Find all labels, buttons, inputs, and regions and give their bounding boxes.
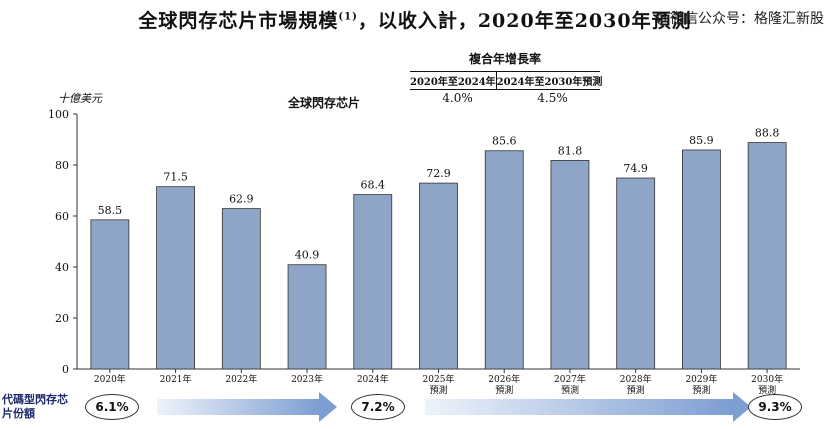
bar-value-label-9: 85.9 [689,134,714,147]
bar-2 [221,208,261,370]
x-tick-label-9-0: 2029年 [685,373,717,385]
share-arrow-2 [425,392,751,422]
bar-value-label-3: 40.9 [295,249,320,262]
chart-title-footnote: (1) [338,11,358,23]
bar-value-label-8: 74.9 [623,162,648,175]
bar-1 [156,186,195,370]
x-tick-label-10-1: 預測 [758,384,776,396]
bar-8 [616,177,656,370]
x-tick-label-5-1: 預測 [429,384,447,396]
x-tick-label-2-0: 2022年 [225,373,257,385]
bar-0 [90,219,130,370]
bar-value-label-4: 68.4 [361,179,386,192]
chart-title-rest: ，以收入計，2020年至2030年預測 [357,10,692,32]
watermark: @微信公众号：格隆汇新股 [656,11,824,27]
share-value-2024: 7.2% [351,394,405,420]
cagr-title: 複合年增長率 [468,52,541,66]
bar-3 [287,264,327,370]
x-tick-label-0-0: 2020年 [94,373,126,385]
cagr-header-row: 2020年至2024年 2024年至2030年預測 [410,71,602,90]
x-tick-label-7-0: 2027年 [554,373,586,385]
share-label: 代碼型閃存芯片份額 [2,393,68,420]
x-tick-label-8-1: 預測 [627,384,645,396]
x-tick-label-1-0: 2021年 [160,373,192,385]
bar-6 [484,150,524,370]
bar-10 [747,142,787,370]
bar-value-label-2: 62.9 [229,193,254,206]
bar-value-label-0: 58.5 [98,204,123,217]
x-tick-label-10-0: 2030年 [751,373,783,385]
cagr-table: 複合年增長率 2020年至2024年 2024年至2030年預測 4.0% 4.… [410,50,602,106]
share-value-2030: 9.3% [748,394,802,420]
y-axis-label: 十億美元 [58,92,102,105]
bar-value-label-1: 71.5 [163,171,188,184]
bar-value-label-10: 88.8 [755,127,780,140]
y-tick-label-60: 60 [55,210,69,223]
chart-title: 全球閃存芯片市場規模(1)，以收入計，2020年至2030年預測 [0,6,830,33]
cagr-value-1: 4.0% [442,91,473,105]
cagr-period-2: 2024年至2030年預測 [495,72,602,89]
bar-9 [682,149,721,370]
bar-value-label-5: 72.9 [426,167,451,180]
bar-value-label-7: 81.8 [558,144,583,157]
x-tick-label-7-1: 預測 [561,384,579,396]
bar-7 [550,160,590,370]
bar-value-label-6: 85.6 [492,135,517,148]
chart-title-main: 全球閃存芯片市場規模 [138,10,339,32]
y-tick-label-40: 40 [55,261,69,274]
y-tick-label-0: 0 [62,363,69,376]
y-tick-label-100: 100 [48,108,69,121]
cagr-value-row: 4.0% 4.5% [410,90,600,106]
x-tick-label-9-1: 預測 [692,384,710,396]
x-tick-label-3-0: 2023年 [291,373,323,385]
x-tick-label-6-0: 2026年 [488,373,520,385]
x-tick-label-4-0: 2024年 [357,373,389,385]
x-tick-label-8-0: 2028年 [620,373,652,385]
y-tick-label-20: 20 [55,312,69,325]
share-arrow-1 [157,392,337,422]
share-value-2020: 6.1% [85,394,139,420]
x-tick-label-5-0: 2025年 [423,373,455,385]
x-tick-label-6-1: 預測 [495,384,513,396]
cagr-period-1: 2020年至2024年 [410,77,496,88]
cagr-value-2: 4.5% [537,91,568,105]
y-tick-label-80: 80 [55,159,69,172]
bar-4 [353,194,393,370]
series-label: 全球閃存芯片 [288,96,361,110]
bar-5 [419,182,458,370]
